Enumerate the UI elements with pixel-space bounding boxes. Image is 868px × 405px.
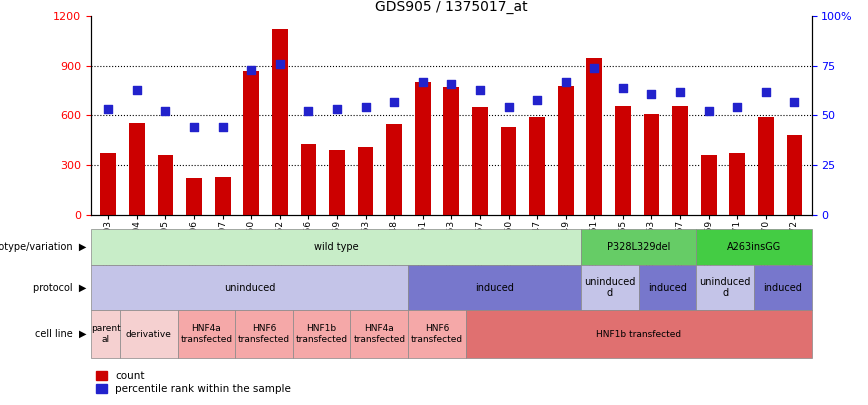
Text: HNF6
transfected: HNF6 transfected [238,324,290,344]
Point [273,61,286,67]
Text: uninduced: uninduced [224,283,275,292]
Bar [300,143,316,215]
Bar [472,107,488,215]
Point [730,104,744,111]
Text: parent
al: parent al [90,324,121,344]
Bar [758,117,773,215]
Bar [786,135,802,215]
Text: wild type: wild type [313,242,358,252]
Text: uninduced
d: uninduced d [700,277,751,298]
Bar [615,106,631,215]
Bar [386,124,402,215]
Text: HNF6
transfected: HNF6 transfected [411,324,463,344]
Bar [587,58,602,215]
Point [330,106,344,113]
Point [416,79,430,85]
Bar [643,114,660,215]
Point [645,90,659,97]
Bar [415,82,431,215]
Bar [700,155,716,215]
Point [759,88,773,95]
Text: genotype/variation  ▶: genotype/variation ▶ [0,242,87,252]
Text: cell line  ▶: cell line ▶ [36,329,87,339]
Text: derivative: derivative [126,330,172,339]
Bar [672,106,688,215]
Point [588,64,602,71]
Legend: count, percentile rank within the sample: count, percentile rank within the sample [96,371,291,394]
Point [701,108,715,115]
Point [301,108,315,115]
Point [616,84,630,91]
Text: induced: induced [763,283,802,292]
Text: P328L329del: P328L329del [607,242,670,252]
Point [502,104,516,111]
Text: HNF1b transfected: HNF1b transfected [596,330,681,339]
Bar [272,30,287,215]
Bar [729,153,745,215]
Point [673,88,687,95]
Point [358,104,372,111]
Bar [158,155,174,215]
Bar [444,87,459,215]
Point [559,79,573,85]
Point [159,108,173,115]
Bar [558,86,574,215]
Bar [101,153,116,215]
Text: HNF4a
transfected: HNF4a transfected [181,324,233,344]
Point [216,124,230,130]
Text: induced: induced [475,283,514,292]
Text: induced: induced [648,283,687,292]
Point [787,98,801,105]
Point [102,106,115,113]
Point [530,96,544,103]
Bar [501,127,516,215]
Bar [187,178,202,215]
Point [130,86,144,93]
Bar [329,150,345,215]
Text: HNF1b
transfected: HNF1b transfected [296,324,348,344]
Text: A263insGG: A263insGG [727,242,781,252]
Point [244,66,258,73]
Point [444,81,458,87]
Point [187,124,201,130]
Bar [243,71,260,215]
Bar [129,123,145,215]
Text: HNF4a
transfected: HNF4a transfected [353,324,405,344]
Text: uninduced
d: uninduced d [584,277,635,298]
Point [473,86,487,93]
Bar [529,117,545,215]
Point [387,98,401,105]
Bar [214,177,231,215]
Text: protocol  ▶: protocol ▶ [34,283,87,292]
Title: GDS905 / 1375017_at: GDS905 / 1375017_at [375,0,528,14]
Bar [358,147,373,215]
